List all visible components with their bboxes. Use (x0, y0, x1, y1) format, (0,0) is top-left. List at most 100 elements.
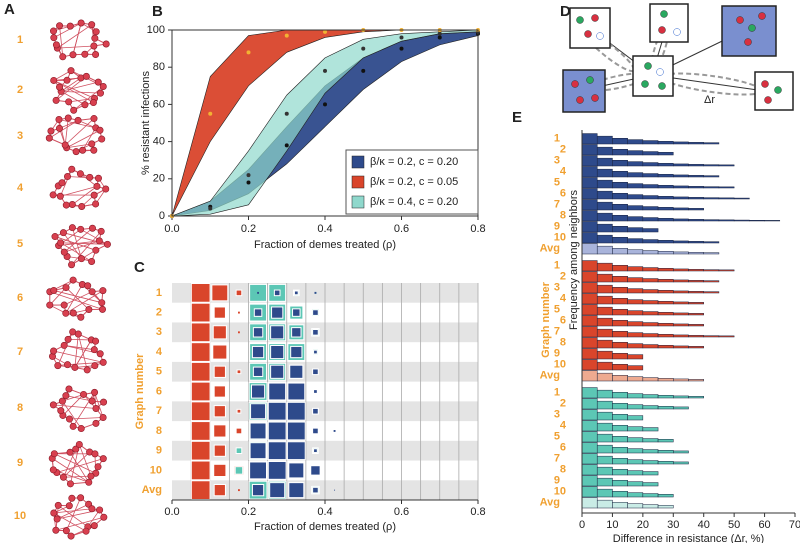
histogram-bar (657, 290, 674, 294)
histogram-bar (581, 348, 598, 360)
size-square (253, 308, 263, 317)
histogram-bar (688, 164, 704, 167)
graph-node (67, 67, 75, 75)
histogram-bar (627, 492, 644, 498)
histogram-bar (642, 449, 659, 454)
histogram-bar (657, 218, 674, 222)
size-square (288, 462, 305, 479)
histogram-bar (642, 322, 659, 327)
graph-label: 2 (17, 84, 23, 96)
graph-edge (57, 24, 92, 49)
band-area (171, 29, 478, 217)
graph-node (51, 233, 59, 241)
row-label: 5 (554, 176, 560, 188)
y-tick-label: 100 (147, 24, 165, 36)
size-square (267, 441, 287, 461)
graph-edge (82, 127, 97, 151)
histogram-bar (688, 379, 704, 382)
graph-node (99, 83, 107, 91)
histogram-bar (581, 133, 598, 145)
size-square (212, 344, 228, 360)
graph-node (56, 83, 64, 91)
size-square (213, 385, 226, 398)
graph-drawing (50, 67, 107, 114)
y-tick-label: 0 (159, 210, 165, 222)
histogram-bar (642, 239, 659, 244)
histogram-bar (642, 377, 659, 382)
size-square (252, 327, 264, 338)
histogram-bar (612, 342, 628, 349)
histogram-bar (733, 219, 750, 222)
histogram-bar (673, 301, 689, 305)
graph-edge (57, 45, 94, 49)
histogram-bar (673, 207, 689, 211)
row-label: 3 (554, 281, 560, 293)
graph-node (99, 358, 107, 366)
size-square (249, 422, 267, 440)
histogram-bar (642, 427, 659, 432)
histogram-bar (703, 219, 720, 222)
histogram-bar (657, 439, 674, 443)
histogram-bar (612, 276, 628, 283)
graph-node (68, 165, 76, 173)
histogram-bar (657, 196, 674, 200)
histogram-bar (673, 323, 689, 327)
graph-node (68, 224, 76, 232)
x-tick-label: 30 (667, 519, 679, 531)
data-point (323, 102, 327, 107)
histogram-bar (642, 394, 659, 399)
histogram-bar (612, 491, 628, 498)
graph-node (102, 185, 110, 193)
histogram-bar (642, 289, 659, 294)
graph-edge (64, 118, 95, 146)
deme-box (632, 55, 674, 97)
graph-edge (49, 120, 79, 139)
graph-node (88, 224, 96, 232)
histogram-bar (673, 163, 689, 167)
histogram-bar (612, 436, 628, 443)
histogram-bar (612, 160, 628, 167)
histogram-bar (642, 206, 659, 211)
graph-node (77, 425, 85, 433)
histogram-bar (612, 226, 628, 233)
data-point (246, 50, 251, 55)
histogram-bar (581, 221, 598, 233)
histogram-bar (673, 461, 689, 465)
graph-node (90, 191, 98, 199)
graph-edge (53, 508, 92, 514)
histogram-bar (581, 232, 598, 244)
histogram-bar (627, 266, 644, 272)
histogram-bar (612, 502, 628, 509)
graph-node (50, 347, 58, 355)
histogram-bar (657, 334, 674, 338)
histogram-bar (673, 240, 689, 244)
histogram-bar (596, 350, 613, 360)
histogram-bar (642, 267, 659, 272)
graph-node (88, 257, 96, 265)
graph-node (65, 385, 73, 393)
graph-edge (59, 169, 73, 197)
size-square (313, 389, 318, 394)
row-label: 5 (554, 430, 560, 442)
graph-node (83, 366, 91, 374)
histogram-bar (642, 184, 659, 189)
row-label: Avg (540, 496, 560, 508)
histogram-bar (581, 453, 598, 465)
graph-node (50, 450, 58, 458)
graph-edge (94, 392, 104, 418)
graph-node (99, 305, 107, 313)
graph-node (94, 78, 102, 86)
histogram-bar (718, 269, 735, 272)
graph-node (66, 480, 74, 488)
graph-node (92, 246, 100, 254)
x-tick-label: 50 (728, 519, 740, 531)
size-square (269, 482, 286, 499)
histogram-bar (673, 406, 689, 410)
histogram-bar (718, 335, 735, 338)
row-label: 5 (156, 366, 162, 378)
histogram-bar (612, 480, 628, 487)
size-square (257, 291, 259, 294)
size-square (312, 329, 319, 336)
histogram-bar (627, 249, 644, 255)
